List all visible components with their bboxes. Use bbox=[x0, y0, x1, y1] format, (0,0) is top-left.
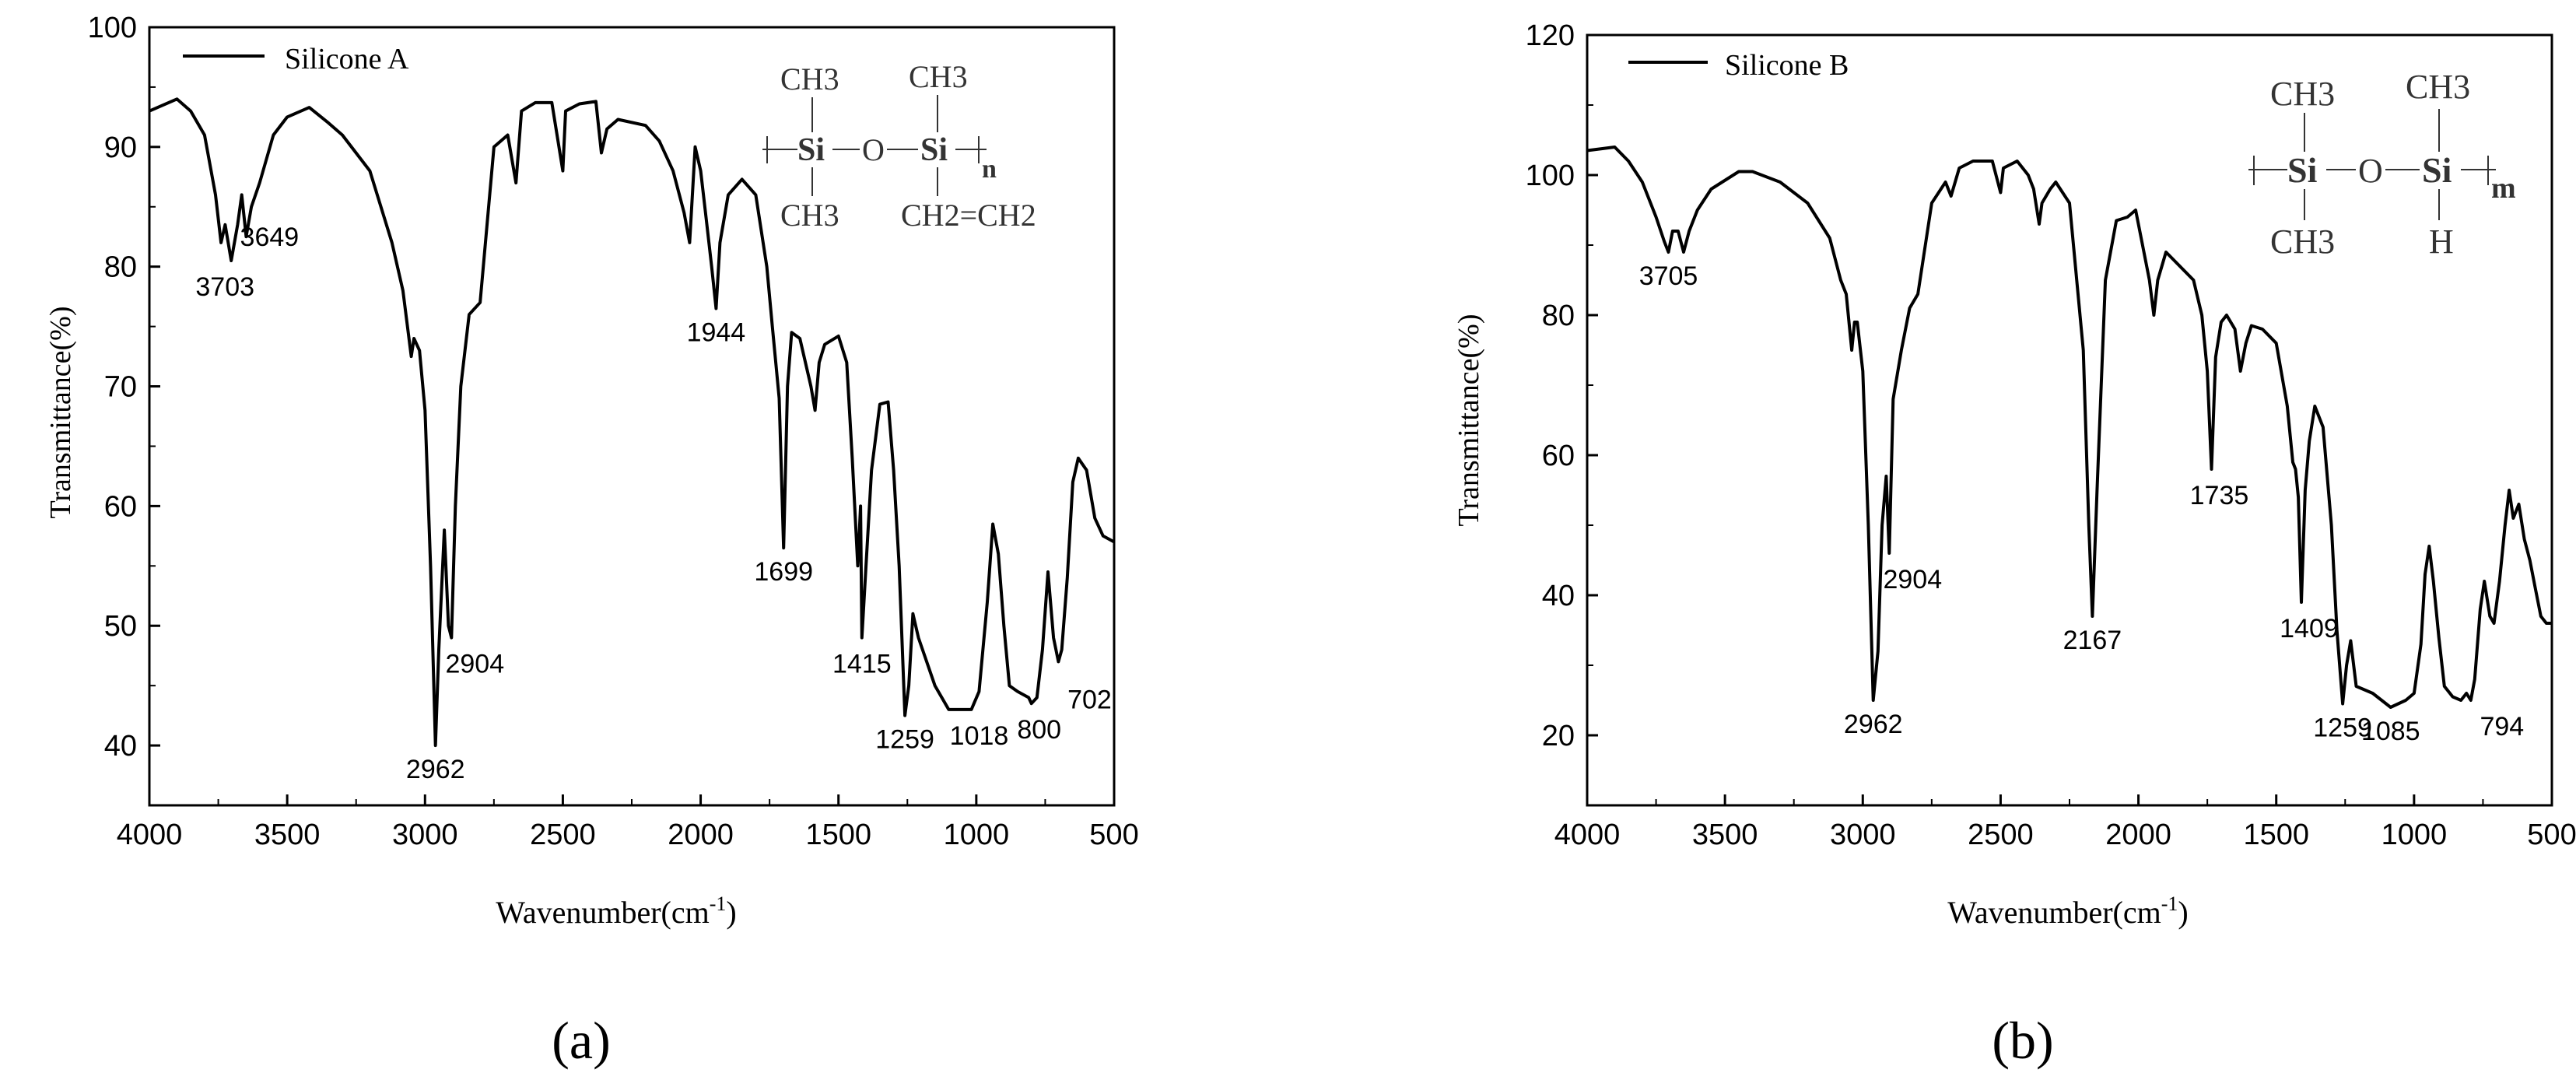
peak-label-a-7: 1259 bbox=[875, 725, 934, 755]
structure-b-bot2: H bbox=[2429, 223, 2454, 261]
x-tick-label-b-5: 1500 bbox=[2243, 819, 2309, 851]
x-axis-label-b-end: ) bbox=[2178, 895, 2188, 930]
structure-a-top2: CH3 bbox=[909, 59, 968, 94]
peak-label-a-4: 1944 bbox=[687, 318, 746, 348]
y-tick-label-b-3: 80 bbox=[1542, 300, 1575, 332]
x-tick-label-b-3: 2500 bbox=[1968, 819, 2034, 851]
legend-label-a: Silicone A bbox=[285, 43, 409, 75]
peak-label-a-9: 800 bbox=[1017, 715, 1061, 745]
peak-labels-a: 3703 3649 2962 2904 1944 1699 1415 1259 1018 8007… bbox=[195, 223, 1111, 784]
peak-label-b-5: 1409 bbox=[2280, 614, 2339, 643]
peak-label-b-2: 2904 bbox=[1883, 565, 1942, 594]
spectrum-line-a bbox=[149, 97, 1115, 748]
ticks-b: 4000 3500 3000 2500 2000 1500 1000 500 20 40 60 80 1… bbox=[1526, 19, 2576, 851]
peak-label-a-6: 1415 bbox=[832, 650, 892, 679]
panel-b: 4000 3500 3000 2500 2000 1500 1000 500 20 40 60 80 1… bbox=[1453, 19, 2576, 1070]
x-tick-label-b-1: 3500 bbox=[1692, 819, 1758, 851]
plot-frame-a bbox=[148, 26, 1116, 807]
structure-a-si1: Si bbox=[797, 132, 825, 168]
structure-b-o: O bbox=[2358, 152, 2383, 190]
peak-label-b-0: 3705 bbox=[1639, 261, 1698, 291]
peak-label-b-4: 1735 bbox=[2190, 481, 2249, 510]
panel-a: 4000 3500 3000 2500 2000 1500 1000 500 40 50 60 70 8… bbox=[44, 12, 1139, 1070]
peak-label-b-8: 794 bbox=[2480, 712, 2524, 742]
y-tick-label-a-1: 50 bbox=[104, 610, 137, 643]
y-tick-label-b-4: 100 bbox=[1526, 160, 1575, 192]
x-tick-label-a-5: 1500 bbox=[805, 819, 871, 851]
y-axis-label-b: Transmittance(%) bbox=[1453, 314, 1485, 527]
legend-label-b: Silicone B bbox=[1725, 49, 1849, 82]
peak-label-a-1: 3649 bbox=[240, 223, 300, 252]
peak-label-a-3: 2904 bbox=[445, 650, 504, 679]
y-tick-label-b-2: 60 bbox=[1542, 440, 1575, 472]
peak-label-b-3: 2167 bbox=[2063, 626, 2122, 655]
x-tick-label-b-2: 3000 bbox=[1830, 819, 1896, 851]
y-tick-label-a-6: 100 bbox=[88, 12, 137, 44]
peak-label-a-2: 2962 bbox=[406, 755, 465, 784]
panel-label-b: (b) bbox=[1992, 1011, 2053, 1070]
plot-frame-b bbox=[1586, 33, 2553, 807]
x-tick-label-b-7: 500 bbox=[2527, 819, 2576, 851]
peak-label-a-0: 3703 bbox=[195, 272, 254, 302]
panel-label-a: (a) bbox=[552, 1011, 610, 1070]
y-tick-label-a-5: 90 bbox=[104, 131, 137, 164]
x-tick-label-b-4: 2000 bbox=[2105, 819, 2171, 851]
structure-a: CH3 CH3 Si O Si n CH3 CH2=CH2 bbox=[762, 59, 1036, 233]
y-axis-label-a: Transmittance(%) bbox=[44, 307, 77, 519]
x-tick-label-b-6: 1000 bbox=[2381, 819, 2448, 851]
structure-b-si2: Si bbox=[2422, 150, 2452, 190]
x-axis-label-a-main: Wavenumber(cm bbox=[496, 895, 709, 930]
spectrum-line-b bbox=[1586, 146, 2552, 709]
peak-label-b-7: 1085 bbox=[2361, 717, 2420, 746]
peak-label-a-8: 1018 bbox=[950, 721, 1009, 751]
y-tick-label-b-5: 120 bbox=[1526, 19, 1575, 52]
x-tick-label-a-6: 1000 bbox=[944, 819, 1010, 851]
y-tick-label-a-0: 40 bbox=[104, 730, 137, 763]
peak-label-b-6: 1259 bbox=[2313, 714, 2372, 743]
x-axis-label-a: Wavenumber(cm-1) bbox=[496, 892, 736, 930]
x-tick-label-a-3: 2500 bbox=[530, 819, 596, 851]
structure-b-sub: m bbox=[2491, 172, 2516, 205]
structure-a-bot2: CH2=CH2 bbox=[901, 198, 1036, 233]
x-axis-label-b-main: Wavenumber(cm bbox=[1947, 895, 2161, 930]
x-tick-label-a-2: 3000 bbox=[392, 819, 458, 851]
peak-label-a-5: 1699 bbox=[754, 557, 813, 587]
y-tick-label-b-0: 20 bbox=[1542, 720, 1575, 752]
structure-b-si1: Si bbox=[2287, 150, 2318, 190]
x-axis-label-b-sup: -1 bbox=[2161, 892, 2178, 915]
structure-b-top1: CH3 bbox=[2270, 75, 2335, 113]
structure-a-top1: CH3 bbox=[780, 61, 839, 96]
x-tick-label-a-4: 2000 bbox=[668, 819, 734, 851]
x-axis-label-a-sup: -1 bbox=[710, 892, 727, 915]
x-tick-label-a-0: 4000 bbox=[117, 819, 183, 851]
peak-label-a-10: 702 bbox=[1067, 685, 1112, 714]
peak-label-b-1: 2962 bbox=[1844, 710, 1903, 739]
structure-a-o: O bbox=[862, 132, 885, 167]
x-tick-label-a-1: 3500 bbox=[254, 819, 321, 851]
structure-a-sub: n bbox=[982, 155, 997, 184]
structure-b-bot1: CH3 bbox=[2270, 223, 2335, 261]
y-tick-label-a-4: 80 bbox=[104, 251, 137, 284]
structure-b-top2: CH3 bbox=[2406, 68, 2470, 106]
structure-a-si2: Si bbox=[920, 132, 948, 168]
structure-a-bot1: CH3 bbox=[780, 198, 839, 233]
y-tick-label-a-3: 70 bbox=[104, 371, 137, 404]
x-axis-label-a-end: ) bbox=[726, 895, 736, 930]
x-axis-label-b: Wavenumber(cm-1) bbox=[1947, 892, 2188, 930]
x-tick-label-b-0: 4000 bbox=[1554, 819, 1621, 851]
y-tick-label-a-2: 60 bbox=[104, 490, 137, 523]
y-tick-label-b-1: 40 bbox=[1542, 580, 1575, 612]
x-tick-label-a-7: 500 bbox=[1089, 819, 1138, 851]
ticks-a: 4000 3500 3000 2500 2000 1500 1000 500 40 50 60 70 8… bbox=[88, 12, 1139, 851]
structure-b: CH3 CH3 Si O Si m CH3 H bbox=[2248, 68, 2516, 261]
